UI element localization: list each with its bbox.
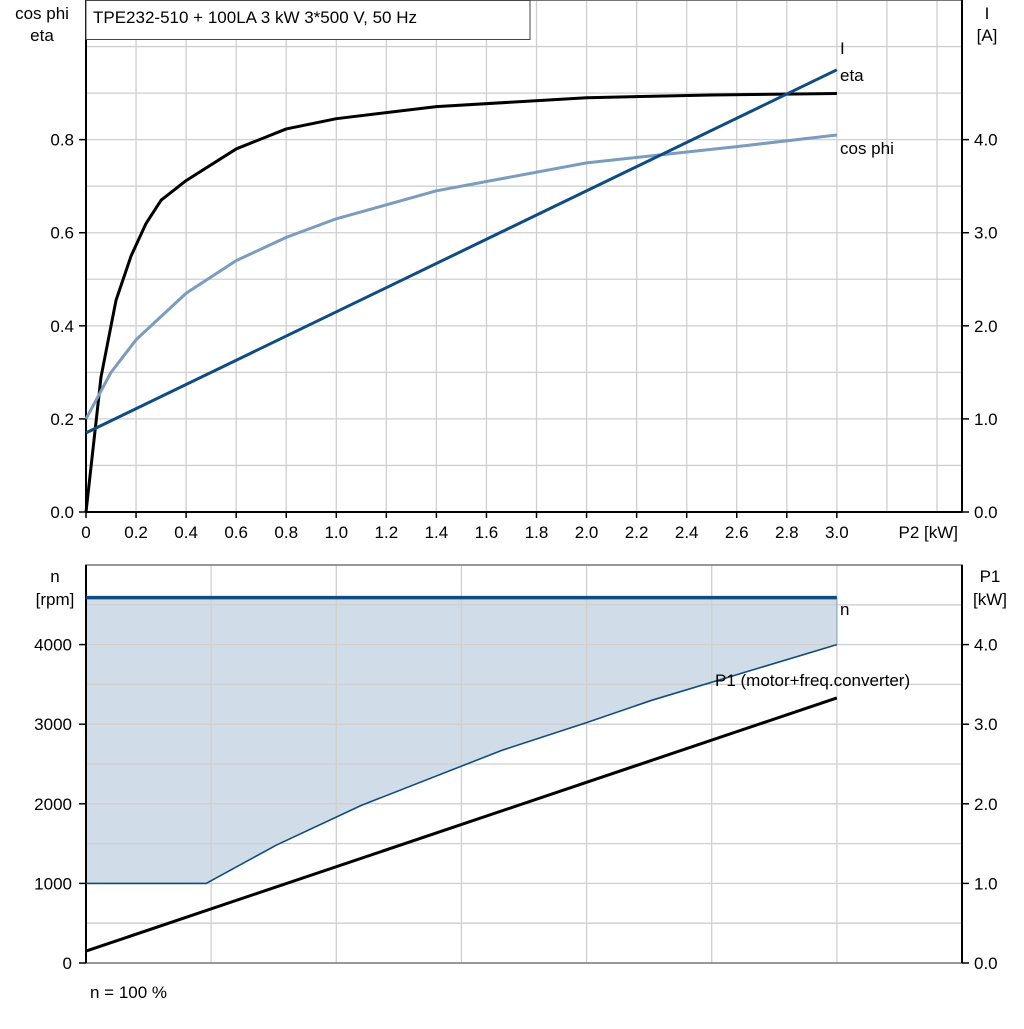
- series-line-i: [85, 68, 838, 435]
- y-tick-label-left: 0.6: [50, 224, 74, 243]
- y-tick-label-left: 0.4: [50, 317, 74, 336]
- x-tick-label: 2.2: [625, 523, 649, 542]
- x-tick-label: 0.2: [124, 523, 148, 542]
- y-tick-label-right: 3.0: [974, 715, 998, 734]
- y-tick-label-right: 3.0: [974, 224, 998, 243]
- series-label: I: [840, 39, 845, 58]
- y-tick-label-left: 0.8: [50, 131, 74, 150]
- title-box: [85, 0, 531, 40]
- y-tick-label-left: 0: [63, 954, 72, 973]
- footnote: n = 100 %: [90, 983, 167, 1002]
- y-axis-label-left: cos phi: [15, 4, 69, 23]
- y-axis-label-right: [kW]: [973, 590, 1007, 609]
- y-axis-label-left: [rpm]: [36, 590, 75, 609]
- series-line-cos-phi: [84, 133, 838, 420]
- y-tick-label-left: 0.0: [50, 503, 74, 522]
- y-tick-label-right: 2.0: [974, 795, 998, 814]
- x-tick-label: 0.6: [224, 523, 248, 542]
- x-tick-label: 2.4: [675, 523, 699, 542]
- y-tick-label-left: 3000: [34, 715, 72, 734]
- x-tick-label: 1.2: [375, 523, 399, 542]
- y-axis-label-left: eta: [30, 26, 54, 45]
- y-tick-label-right: 4.0: [974, 131, 998, 150]
- y-axis-label-right: [A]: [977, 26, 998, 45]
- y-tick-label-left: 4000: [34, 636, 72, 655]
- x-tick-label: 1.4: [425, 523, 449, 542]
- x-axis-label: P2 [kW]: [898, 523, 958, 542]
- x-tick-label: 2.8: [775, 523, 799, 542]
- series-line-n-min: [86, 643, 838, 885]
- y-axis-label-left: n: [50, 567, 59, 586]
- y-tick-label-left: 0.2: [50, 410, 74, 429]
- chart-title: TPE232-510 + 100LA 3 kW 3*500 V, 50 Hz: [93, 8, 417, 27]
- x-tick-label: 0.8: [274, 523, 298, 542]
- y-axis-label-right: P1: [980, 567, 1001, 586]
- series-label: P1 (motor+freq.converter): [715, 671, 910, 690]
- x-tick-label: 1.6: [475, 523, 499, 542]
- y-tick-label-right: 1.0: [974, 410, 998, 429]
- y-tick-label-right: 4.0: [974, 636, 998, 655]
- series-line-eta: [84, 92, 837, 513]
- x-tick-label: 1.8: [525, 523, 549, 542]
- series-label: cos phi: [840, 139, 894, 158]
- x-tick-label: 3.0: [825, 523, 849, 542]
- x-tick-label: 2.6: [725, 523, 749, 542]
- x-tick-label: 0: [81, 523, 90, 542]
- series-label: eta: [840, 66, 864, 85]
- y-tick-label-left: 2000: [34, 795, 72, 814]
- y-tick-label-right: 1.0: [974, 874, 998, 893]
- y-tick-label-right: 0.0: [974, 954, 998, 973]
- y-tick-label-right: 0.0: [974, 503, 998, 522]
- y-tick-label-right: 2.0: [974, 317, 998, 336]
- x-tick-label: 1.0: [324, 523, 348, 542]
- x-tick-label: 2.0: [575, 523, 599, 542]
- series-label: n: [840, 600, 849, 619]
- plot-frame-top: [85, 0, 963, 513]
- y-tick-label-left: 1000: [34, 874, 72, 893]
- x-tick-label: 0.4: [174, 523, 198, 542]
- series-line-p1: [85, 696, 838, 953]
- y-axis-label-right: I: [985, 4, 990, 23]
